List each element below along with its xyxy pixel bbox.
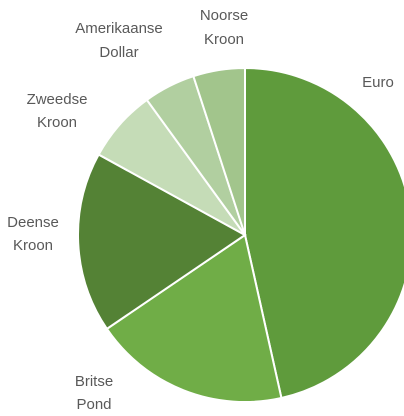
- slice-label-britse-pond: Britse Pond: [75, 373, 113, 413]
- slice-label-deense-kroon: Deense Kroon: [7, 214, 59, 254]
- pie-slice-noorse-kroon: [192, 66, 246, 236]
- pie-slices: [77, 66, 404, 403]
- slice-label-line: Zweedse: [27, 91, 88, 108]
- pie-slice-britse-pond: [105, 233, 283, 403]
- slice-label-amerikaanse-dollar: Amerikaanse Dollar: [75, 20, 163, 61]
- slice-label-line: Pond: [76, 396, 111, 413]
- slice-label-zweedse-kroon: Zweedse Kroon: [27, 91, 88, 131]
- slice-label-line: Deense: [7, 214, 59, 231]
- pie-slice-euro: [244, 66, 404, 400]
- slice-label-line: Dollar: [99, 44, 138, 61]
- slice-label-line: Amerikaanse: [75, 20, 163, 37]
- pie-labels: Euro Britse Pond Deense Kroon Zweedse Kroon Ame…: [7, 7, 394, 413]
- slice-label-noorse-kroon: Noorse Kroon: [200, 7, 248, 48]
- slice-label-line: Noorse: [200, 7, 248, 24]
- slice-label-euro: Euro: [362, 74, 394, 91]
- slice-label-line: Euro: [362, 74, 394, 91]
- slice-label-line: Britse: [75, 373, 113, 390]
- slice-label-line: Kroon: [13, 237, 53, 254]
- slice-label-line: Kroon: [204, 31, 244, 48]
- slice-label-line: Kroon: [37, 114, 77, 131]
- pie-slice-deense-kroon: [77, 153, 247, 331]
